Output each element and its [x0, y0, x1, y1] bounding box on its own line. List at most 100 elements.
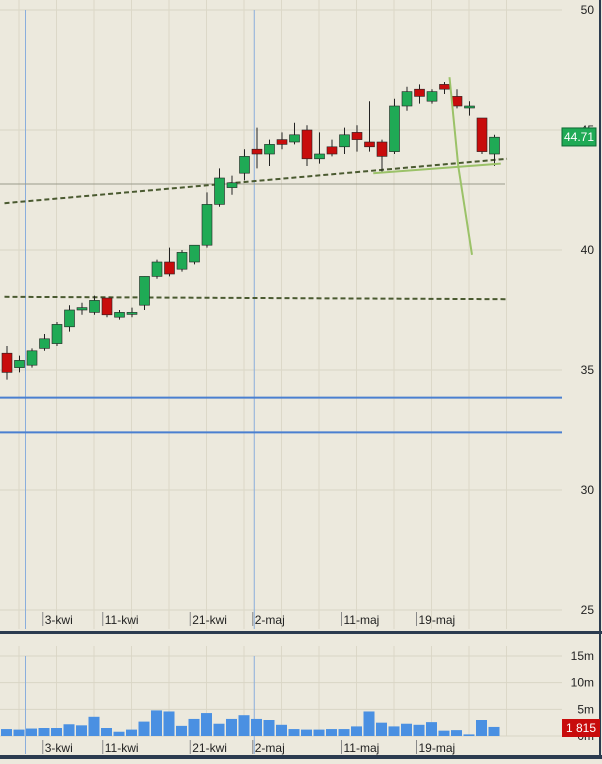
annotation-line — [373, 162, 501, 175]
candle-body — [101, 297, 113, 316]
last-price-badge — [561, 127, 597, 147]
volume-bar — [226, 718, 237, 736]
volume-date-label: 11-kwi — [105, 741, 139, 755]
candle-body — [326, 146, 338, 155]
volume-bar — [313, 729, 325, 736]
volume-bar — [438, 730, 450, 736]
candle-body — [251, 148, 263, 155]
candle-body — [439, 84, 450, 90]
volume-bar — [101, 728, 112, 736]
price-tick-label: 50 — [581, 3, 595, 17]
volume-date-label: 3-kwi — [45, 741, 73, 755]
trendline — [4, 157, 508, 205]
date-label: 19-maj — [419, 613, 456, 627]
volume-bar — [288, 729, 300, 736]
annotations — [373, 77, 501, 255]
volume-bar — [276, 724, 287, 736]
candle-body — [76, 307, 88, 311]
volume-bar — [138, 721, 150, 736]
date-label: 11-kwi — [105, 613, 139, 627]
candle-body — [264, 144, 275, 155]
candle-body — [351, 132, 363, 140]
volume-date-label: 2-maj — [255, 741, 285, 755]
volume-bar — [38, 728, 50, 736]
volume-bar — [251, 718, 262, 736]
candle-body — [489, 136, 500, 155]
volume-bar — [263, 720, 275, 736]
candle-body — [426, 91, 438, 102]
volume-bar — [26, 728, 37, 736]
date-label: 2-maj — [255, 613, 285, 627]
candle-body — [114, 312, 125, 318]
volume-bar — [188, 718, 200, 736]
last-volume-label: 1 815 — [566, 721, 596, 735]
price-tick-label: 40 — [581, 243, 595, 257]
volume-bars — [1, 710, 500, 736]
candle-body — [276, 139, 288, 145]
volume-bar — [51, 728, 62, 736]
candle-body — [464, 105, 475, 109]
panel-separator — [0, 631, 602, 634]
candle-body — [89, 300, 100, 313]
candle-body — [414, 88, 425, 97]
volume-bar — [126, 729, 137, 736]
candle-body — [401, 91, 413, 107]
candle-body — [14, 360, 25, 368]
date-label: 3-kwi — [45, 613, 73, 627]
volume-bar — [176, 725, 187, 736]
candle-body — [201, 204, 213, 246]
volume-tick-label: 15m — [571, 649, 594, 663]
volume-bar — [476, 720, 487, 736]
volume-bar — [488, 726, 500, 736]
price-tick-label: 30 — [581, 483, 595, 497]
candle-body — [376, 141, 388, 157]
candle-body — [51, 324, 63, 344]
volume-bar — [113, 731, 125, 736]
candle-body — [39, 338, 50, 349]
candle-body — [26, 350, 38, 366]
annotation-line — [448, 77, 473, 255]
candle-body — [451, 96, 463, 107]
volume-bar — [388, 726, 400, 736]
volume-bar — [1, 729, 12, 736]
candle-body — [314, 153, 325, 160]
candle-body — [64, 309, 75, 328]
volume-bar — [63, 724, 75, 736]
drawn-lines — [0, 157, 562, 434]
price-tick-label: 25 — [581, 603, 595, 617]
volume-bar — [88, 716, 100, 736]
candle-body — [226, 182, 238, 188]
volume-bar — [351, 726, 362, 736]
volume-bar — [301, 729, 312, 736]
trendline — [4, 295, 508, 301]
candles — [1, 82, 500, 380]
volume-bar — [426, 722, 437, 736]
candle-body — [176, 252, 188, 270]
candle-body — [289, 134, 300, 143]
candle-body — [1, 352, 13, 373]
candle-body — [301, 129, 313, 160]
date-label: 21-kwi — [192, 613, 227, 627]
volume-bar — [76, 725, 87, 736]
volume-bar — [13, 729, 25, 736]
volume-bar — [213, 723, 225, 736]
last-price-label: 44.71 — [564, 130, 594, 144]
price-tick-label: 35 — [581, 363, 595, 377]
volume-bar — [376, 722, 387, 736]
date-label: 11-maj — [344, 613, 380, 627]
candle-body — [151, 261, 163, 277]
candle-body — [339, 134, 350, 148]
candle-body — [139, 276, 150, 306]
last-volume-badge — [562, 719, 600, 737]
bottom-border — [0, 755, 602, 759]
candle-body — [239, 156, 250, 174]
volume-bar — [151, 710, 162, 736]
volume-tick-label: 5m — [577, 702, 594, 716]
volume-tick-label: 10m — [571, 676, 594, 690]
candle-body — [214, 177, 225, 205]
volume-bar — [338, 729, 350, 736]
